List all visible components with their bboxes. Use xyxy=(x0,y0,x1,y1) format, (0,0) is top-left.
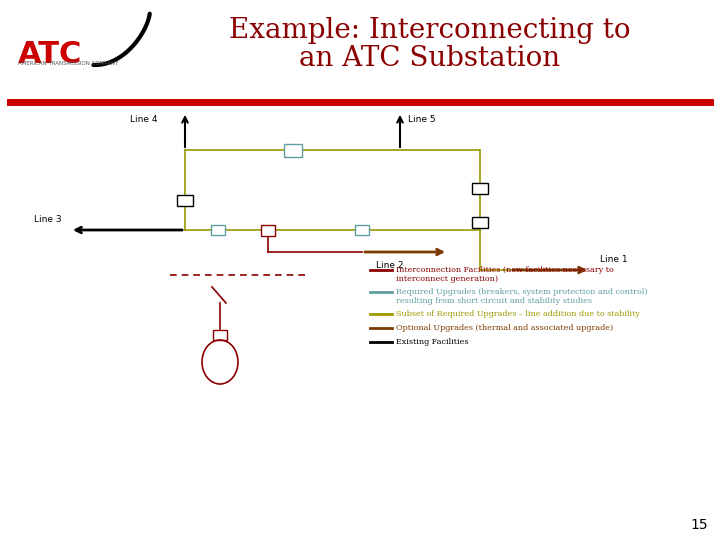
Text: Example: Interconnecting to: Example: Interconnecting to xyxy=(229,17,631,44)
Text: Optional Upgrades (thermal and associated upgrade): Optional Upgrades (thermal and associate… xyxy=(396,324,613,332)
Text: 15: 15 xyxy=(690,518,708,532)
Text: an ATC Substation: an ATC Substation xyxy=(300,44,561,71)
Text: Subset of Required Upgrades – line addition due to stability: Subset of Required Upgrades – line addit… xyxy=(396,310,640,318)
Text: Required Upgrades (breakers, system protection and control): Required Upgrades (breakers, system prot… xyxy=(396,288,647,296)
Text: interconnect generation): interconnect generation) xyxy=(396,275,498,283)
Bar xyxy=(213,330,227,340)
Text: Existing Facilities: Existing Facilities xyxy=(396,338,469,346)
Text: AMERICAN TRANSMISSION COMPANY: AMERICAN TRANSMISSION COMPANY xyxy=(18,61,118,66)
Bar xyxy=(261,225,275,235)
Bar xyxy=(472,217,488,227)
Text: Line 1: Line 1 xyxy=(600,255,628,265)
Bar xyxy=(177,194,193,206)
Text: Line 2: Line 2 xyxy=(377,260,404,269)
Bar xyxy=(355,225,369,235)
Text: resulting from short circuit and stability studies: resulting from short circuit and stabili… xyxy=(396,297,592,305)
Bar xyxy=(472,183,488,193)
Text: Interconnection Facilities (new facilities necessary to: Interconnection Facilities (new faciliti… xyxy=(396,266,613,274)
Text: Line 4: Line 4 xyxy=(130,116,157,125)
Text: Line 3: Line 3 xyxy=(35,215,62,225)
Text: Line 5: Line 5 xyxy=(408,116,436,125)
Text: ATC: ATC xyxy=(18,40,82,69)
Bar xyxy=(284,144,302,157)
Bar xyxy=(211,225,225,235)
